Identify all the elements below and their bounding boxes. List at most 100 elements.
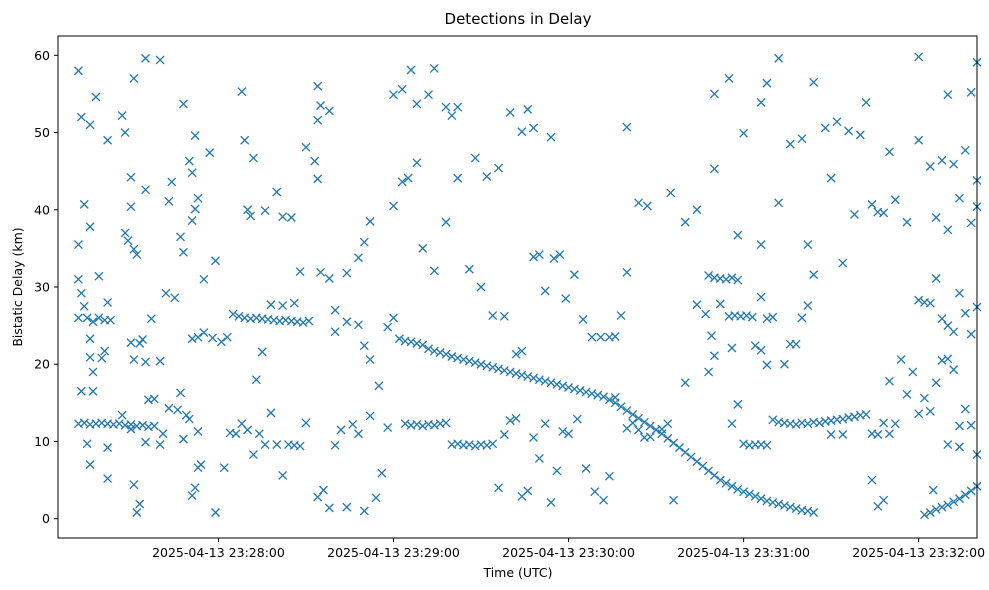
data-point-marker bbox=[599, 495, 609, 505]
data-points bbox=[73, 52, 982, 520]
data-point-marker bbox=[724, 74, 734, 83]
data-point-marker bbox=[879, 418, 889, 428]
data-point-marker bbox=[867, 475, 877, 485]
data-point-marker bbox=[914, 135, 924, 145]
data-point-marker bbox=[762, 78, 772, 88]
data-point-marker bbox=[744, 489, 754, 499]
data-point-marker bbox=[803, 301, 813, 310]
data-point-marker bbox=[739, 439, 749, 449]
data-point-marker bbox=[949, 365, 959, 375]
data-point-marker bbox=[756, 240, 766, 249]
data-point-marker bbox=[523, 486, 533, 496]
y-tick-label: 60 bbox=[34, 48, 50, 63]
data-point-marker bbox=[371, 493, 381, 503]
data-point-marker bbox=[902, 217, 912, 227]
data-point-marker bbox=[832, 117, 842, 127]
data-point-marker bbox=[313, 81, 323, 91]
data-point-marker bbox=[231, 429, 241, 439]
data-point-marker bbox=[742, 311, 751, 321]
data-point-marker bbox=[692, 300, 702, 310]
data-point-marker bbox=[304, 316, 314, 326]
data-point-marker bbox=[885, 429, 894, 439]
data-point-marker bbox=[599, 392, 609, 402]
data-point-marker bbox=[447, 352, 457, 361]
data-point-marker bbox=[295, 441, 305, 451]
data-point-marker bbox=[190, 131, 200, 141]
data-point-marker bbox=[499, 311, 509, 321]
data-point-marker bbox=[692, 205, 702, 215]
data-point-marker bbox=[569, 270, 579, 280]
data-point-marker bbox=[85, 120, 95, 130]
data-point-marker bbox=[733, 484, 743, 494]
data-point-marker bbox=[931, 274, 941, 283]
data-point-marker bbox=[709, 470, 719, 480]
data-point-marker bbox=[704, 270, 714, 280]
data-point-marker bbox=[354, 429, 363, 439]
data-point-marker bbox=[146, 314, 156, 324]
data-point-marker bbox=[365, 355, 375, 365]
data-point-marker bbox=[488, 439, 498, 449]
data-point-marker bbox=[517, 127, 527, 137]
data-point-marker bbox=[222, 332, 232, 342]
data-point-marker bbox=[558, 426, 568, 436]
data-point-marker bbox=[955, 494, 964, 504]
data-point-marker bbox=[403, 173, 413, 183]
data-point-marker bbox=[937, 155, 947, 165]
data-point-marker bbox=[826, 430, 836, 439]
data-point-marker bbox=[103, 297, 113, 307]
y-tick-label: 30 bbox=[34, 280, 50, 295]
data-point-marker bbox=[155, 55, 165, 65]
data-point-marker bbox=[809, 270, 819, 280]
data-point-marker bbox=[316, 101, 326, 110]
data-point-marker bbox=[879, 495, 889, 505]
data-point-marker bbox=[342, 502, 352, 512]
data-point-marker bbox=[441, 217, 451, 227]
data-point-marker bbox=[540, 376, 550, 386]
data-point-marker bbox=[161, 288, 171, 298]
data-point-marker bbox=[193, 332, 203, 342]
data-point-marker bbox=[266, 300, 276, 310]
data-point-marker bbox=[739, 128, 749, 138]
data-point-marker bbox=[120, 128, 130, 137]
data-point-marker bbox=[155, 356, 165, 366]
data-point-marker bbox=[103, 474, 113, 483]
data-point-marker bbox=[383, 423, 393, 433]
data-point-marker bbox=[733, 230, 743, 240]
data-point-marker bbox=[850, 209, 859, 219]
data-point-marker bbox=[596, 332, 606, 342]
y-tick-label: 20 bbox=[34, 357, 50, 372]
data-point-marker bbox=[464, 356, 474, 366]
data-point-marker bbox=[178, 247, 188, 257]
data-point-marker bbox=[482, 172, 492, 182]
data-point-marker bbox=[359, 506, 369, 516]
data-point-marker bbox=[943, 90, 953, 100]
data-point-marker bbox=[243, 425, 253, 435]
data-point-marker bbox=[374, 381, 384, 391]
data-point-marker bbox=[76, 112, 86, 122]
data-point-marker bbox=[470, 441, 480, 451]
data-point-marker bbox=[298, 318, 308, 327]
data-point-marker bbox=[365, 411, 375, 421]
data-point-marker bbox=[791, 504, 801, 514]
data-point-marker bbox=[181, 410, 191, 420]
data-point-marker bbox=[429, 346, 439, 356]
data-point-marker bbox=[301, 418, 311, 428]
data-point-marker bbox=[342, 317, 352, 327]
data-point-marker bbox=[164, 403, 174, 413]
data-point-marker bbox=[178, 99, 188, 109]
data-point-marker bbox=[850, 412, 859, 422]
data-point-marker bbox=[418, 243, 428, 253]
data-point-marker bbox=[129, 74, 139, 83]
data-point-marker bbox=[120, 228, 130, 238]
data-point-marker bbox=[546, 378, 556, 388]
data-point-marker bbox=[663, 433, 673, 443]
data-point-marker bbox=[534, 250, 544, 260]
data-point-marker bbox=[313, 174, 323, 184]
data-point-marker bbox=[803, 240, 813, 249]
data-point-marker bbox=[928, 485, 938, 495]
data-point-marker bbox=[103, 443, 113, 453]
data-point-marker bbox=[774, 198, 784, 208]
data-point-marker bbox=[88, 367, 98, 377]
data-point-marker bbox=[879, 208, 889, 218]
data-point-marker bbox=[429, 266, 439, 276]
